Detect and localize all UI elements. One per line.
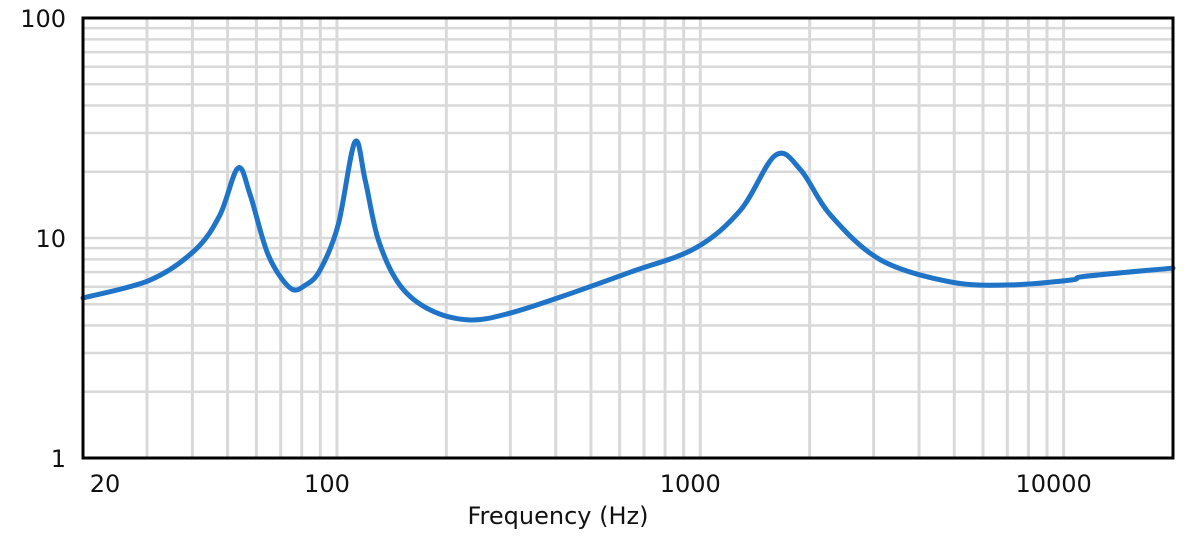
x-tick-label: 10000 — [1015, 470, 1091, 498]
y-tick-label: 10 — [35, 225, 66, 253]
y-tick-label: 100 — [20, 5, 66, 33]
x-tick-label: 1000 — [660, 470, 721, 498]
x-tick-labels: 20 100 1000 10000 — [90, 470, 1092, 498]
series-line — [80, 138, 1176, 323]
x-tick-label: 20 — [90, 470, 121, 498]
x-tick-label: 100 — [304, 470, 350, 498]
y-tick-label: 1 — [51, 445, 66, 473]
y-tick-labels: 1 10 100 — [20, 5, 66, 473]
x-axis-label: Frequency (Hz) — [468, 502, 649, 530]
plot-frame — [81, 16, 1175, 460]
grid — [83, 18, 1173, 458]
